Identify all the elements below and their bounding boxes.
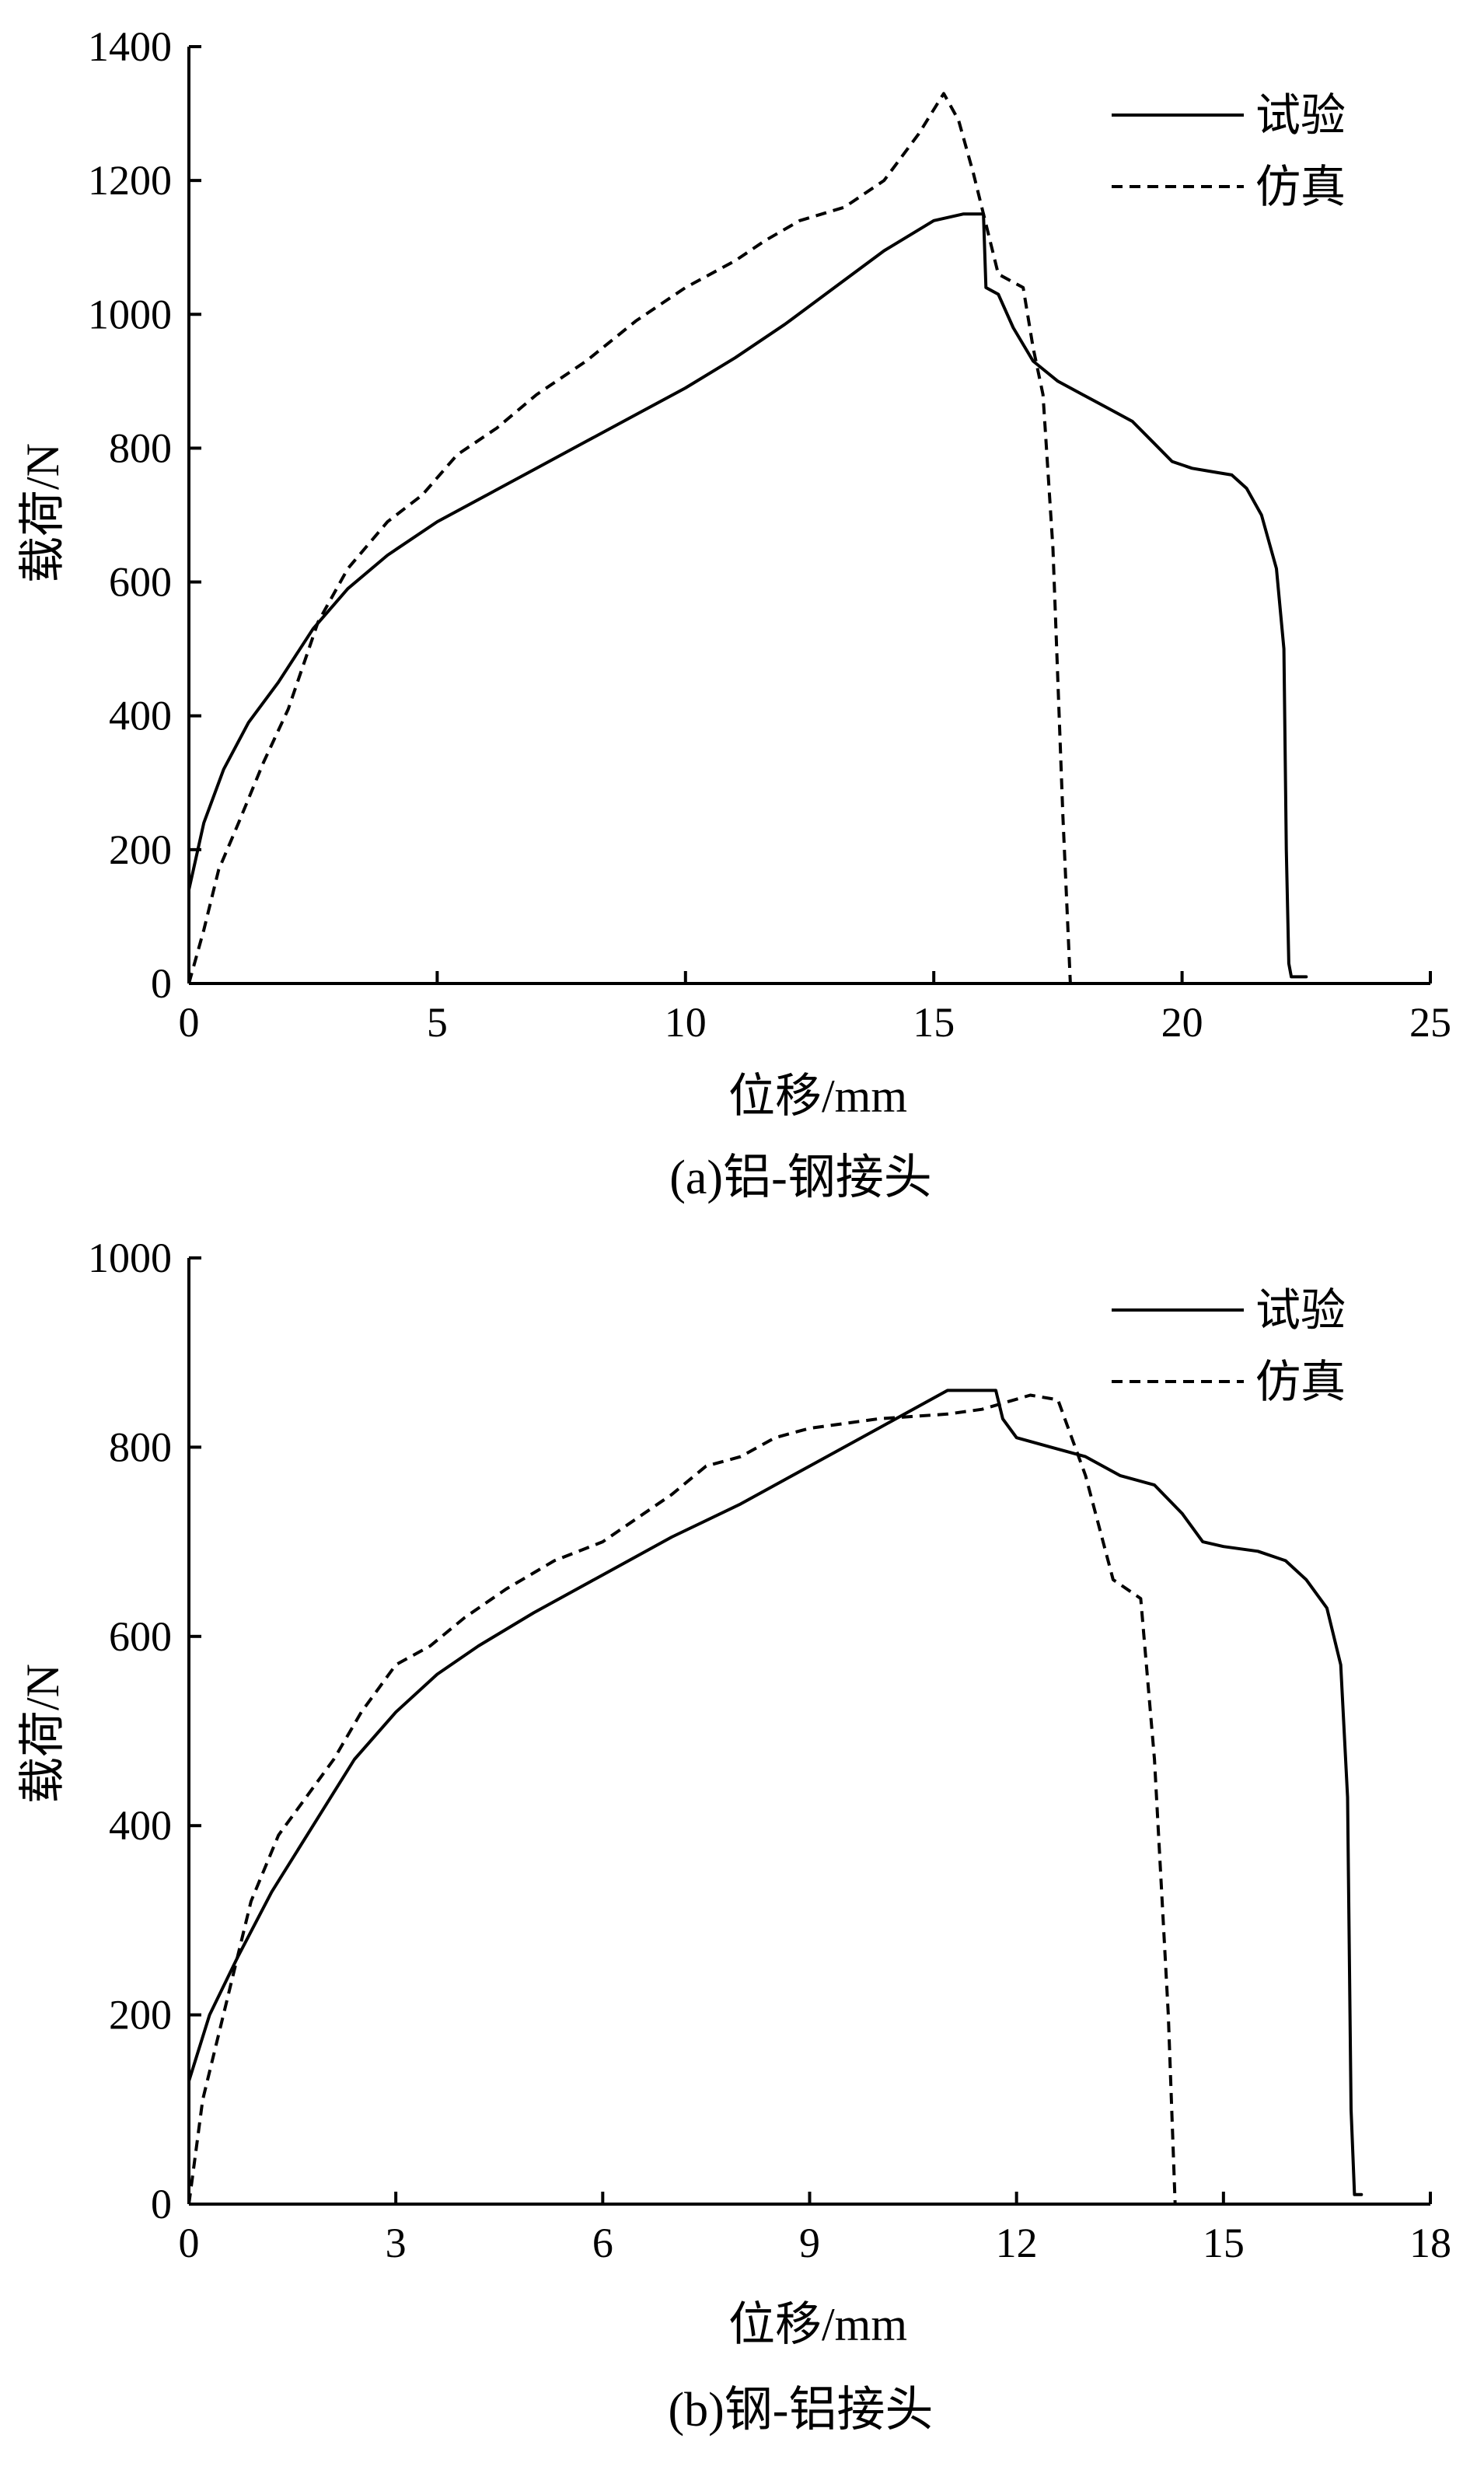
y-tick-label-b: 600 <box>109 1613 172 1660</box>
series-layer-a <box>187 92 1308 984</box>
y-tick-label-b: 800 <box>109 1424 172 1470</box>
x-tick-label-b: 3 <box>386 2220 407 2266</box>
legend-label-b: 仿真 <box>1255 1355 1346 1408</box>
x-axis-label-b: 位移/mm <box>728 2299 907 2350</box>
y-tick-label-a: 400 <box>109 693 172 739</box>
y-axis-label-b: 载荷/N <box>17 1664 68 1804</box>
y-tick-label-a: 1400 <box>88 23 172 70</box>
x-tick-label-a: 10 <box>665 999 707 1046</box>
axes-b: 0 3 6 9 12 15 18 0 200 400 600 800 1000 <box>88 1235 1451 2266</box>
y-tick-label-a: 1200 <box>88 157 172 204</box>
y-tick-label-b: 400 <box>109 1802 172 1849</box>
legend-label-a: 仿真 <box>1255 160 1346 213</box>
y-tick-label-a: 0 <box>151 960 172 1007</box>
x-tick-label-b: 6 <box>592 2220 613 2266</box>
legend-label-a: 试验 <box>1255 89 1346 141</box>
y-tick-label-b: 0 <box>151 2181 172 2227</box>
x-tick-label-a: 5 <box>427 999 448 1046</box>
simulation-series-line-a <box>187 92 1072 984</box>
x-tick-label-a: 0 <box>179 999 200 1046</box>
x-tick-label-a: 20 <box>1161 999 1203 1046</box>
y-tick-label-a: 800 <box>109 424 172 471</box>
x-tick-label-b: 0 <box>179 2220 200 2266</box>
x-tick-label-b: 12 <box>996 2220 1038 2266</box>
y-tick-label-a: 200 <box>109 826 172 873</box>
chart-panel-a: 0 5 10 15 20 25 0 200 400 600 800 1000 1200 1400 试验仿真… <box>17 23 1451 1204</box>
x-tick-label-b: 15 <box>1203 2220 1245 2266</box>
simulation-series-line-b <box>187 1393 1177 2205</box>
x-tick-label-b: 18 <box>1409 2220 1451 2266</box>
x-tick-label-a: 25 <box>1409 999 1451 1046</box>
legend-label-b: 试验 <box>1255 1284 1346 1336</box>
caption-b: (b)钢-铝接头 <box>669 2384 934 2437</box>
x-tick-label-b: 9 <box>799 2220 820 2266</box>
x-tick-label-a: 15 <box>913 999 955 1046</box>
y-tick-label-a: 1000 <box>88 291 172 337</box>
y-tick-label-b: 200 <box>109 1992 172 2039</box>
series-layer-b <box>187 1389 1364 2205</box>
y-tick-label-b: 1000 <box>88 1235 172 1281</box>
axes-a: 0 5 10 15 20 25 0 200 400 600 800 1000 1200 1400 <box>88 23 1451 1046</box>
y-tick-label-a: 600 <box>109 559 172 606</box>
caption-a: (a)铝-钢接头 <box>669 1151 931 1204</box>
y-axis-label-a: 载荷/N <box>17 443 68 583</box>
x-axis-label-a: 位移/mm <box>728 1071 907 1122</box>
experiment-series-line-b <box>187 1389 1364 2196</box>
